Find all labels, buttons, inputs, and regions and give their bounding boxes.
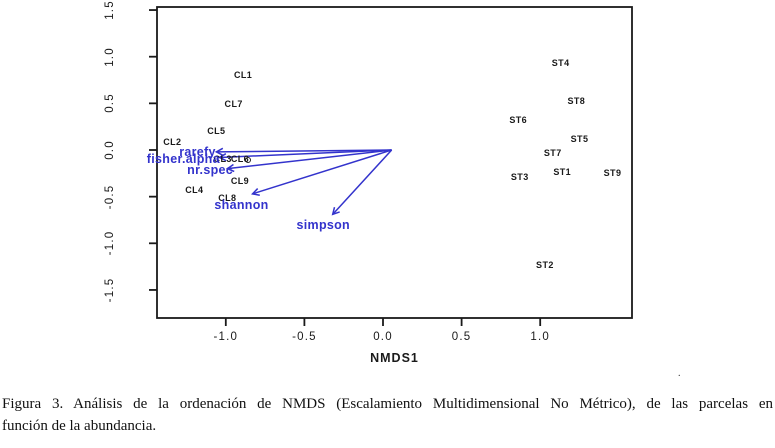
point-label-CL8: CL8 — [218, 192, 237, 203]
y-tick-label: -0.5 — [104, 184, 116, 209]
point-label-ST4: ST4 — [551, 58, 570, 69]
point-label-ST5: ST5 — [570, 133, 589, 144]
point-marker — [244, 157, 251, 164]
figure-caption-line1: Figura 3. Análisis de la ordenación de N… — [2, 396, 773, 412]
vector-label-fisher.alpha: fisher.alpha — [146, 152, 220, 167]
x-tick-label: 0.5 — [451, 331, 472, 343]
point-label-ST6: ST6 — [509, 115, 528, 126]
point-label-CL9: CL9 — [230, 175, 250, 186]
vector-label-nr.spec: nr.spec — [187, 162, 234, 177]
figure-caption-line2: función de la abundancia. — [2, 417, 157, 434]
x-tick-label: -1.0 — [213, 331, 239, 343]
x-tick-label: -0.5 — [292, 331, 317, 343]
point-label-ST2: ST2 — [536, 259, 554, 270]
plot-canvas — [149, 6, 633, 326]
plot-box — [156, 6, 633, 319]
vector-arrow-shannon — [251, 149, 392, 196]
vector-arrow-fisher.alpha — [217, 149, 392, 162]
y-tick-label: -1.5 — [104, 277, 116, 303]
x-axis-title: NMDS1 — [370, 351, 419, 365]
point-label-CL7: CL7 — [224, 99, 243, 110]
y-tick-label: 0.0 — [104, 140, 116, 160]
point-label-ST9: ST9 — [603, 168, 622, 179]
stray-mark: . — [678, 368, 681, 379]
point-label-CL6: CL6 — [230, 154, 250, 165]
nmds-ordination-plot: -1.0 -0.5 0.0 0.5 1.0 1.5 1.0 0.5 0.0 -0.5 -1.0 -1.… — [104, 0, 681, 379]
point-label-CL2: CL2 — [163, 136, 182, 147]
point-label-ST3: ST3 — [510, 172, 529, 183]
vector-arrow-rarefy — [214, 147, 392, 156]
point-label-ST7: ST7 — [543, 147, 562, 158]
point-label-CL5: CL5 — [207, 126, 226, 137]
y-tick-label: 1.5 — [104, 0, 116, 20]
point-label-ST1: ST1 — [553, 167, 572, 178]
x-tick-label: 0.0 — [373, 331, 393, 343]
vector-label-shannon: shannon — [214, 198, 269, 213]
x-tick-label: 1.0 — [530, 331, 550, 343]
y-tick-label: 1.0 — [104, 46, 116, 67]
point-label-CL3: CL3 — [213, 154, 232, 165]
y-tick-label: 0.5 — [104, 93, 116, 114]
point-label-ST8: ST8 — [567, 95, 586, 106]
vector-arrow-simpson — [331, 149, 393, 216]
vector-label-rarefy: rarefy — [179, 144, 216, 159]
vector-arrow-nr.spec — [225, 149, 392, 173]
vector-label-simpson: simpson — [296, 217, 350, 232]
figure-caption: Figura 3. Análisis de la ordenación de N… — [2, 394, 773, 437]
point-label-CL4: CL4 — [185, 185, 204, 196]
plot-svg — [149, 6, 633, 326]
y-tick-label: -1.0 — [104, 230, 116, 256]
point-label-CL1: CL1 — [233, 70, 253, 81]
